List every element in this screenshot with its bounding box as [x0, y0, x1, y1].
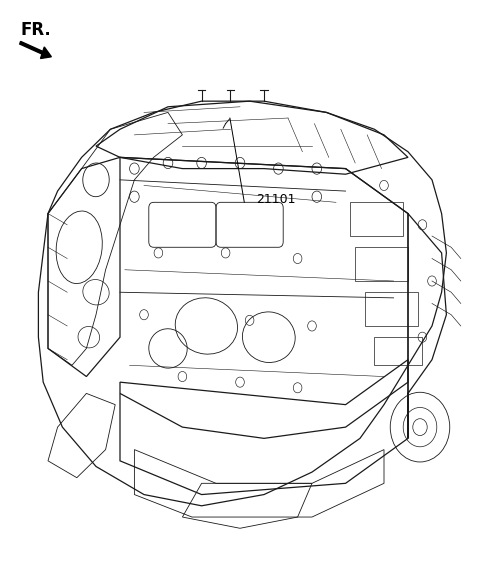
Bar [365, 292, 418, 326]
Text: FR.: FR. [20, 21, 51, 39]
Bar [355, 247, 408, 281]
Bar [350, 202, 403, 236]
Text: 21101: 21101 [256, 193, 296, 206]
FancyArrow shape [20, 42, 51, 58]
Bar [374, 337, 422, 365]
